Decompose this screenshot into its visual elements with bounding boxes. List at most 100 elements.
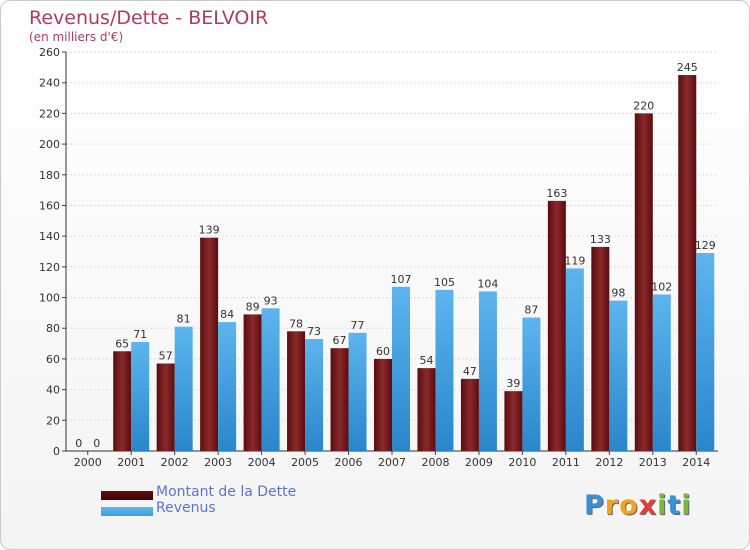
data-label-dette: 67: [333, 334, 347, 347]
legend-swatch-dette: [101, 491, 153, 500]
y-tick-label: 180: [39, 169, 60, 182]
data-label-revenus: 71: [133, 328, 147, 341]
legend-label-revenus: Revenus: [156, 500, 216, 516]
y-tick-label: 60: [46, 353, 60, 366]
bar-revenus: [131, 342, 149, 451]
x-tick-label: 2006: [335, 456, 363, 469]
y-tick-label: 120: [39, 261, 60, 274]
x-tick-label: 2002: [161, 456, 189, 469]
bar-dette: [287, 331, 305, 451]
x-tick-label: 2003: [204, 456, 232, 469]
data-label-dette: 65: [115, 337, 129, 350]
data-label-revenus: 98: [611, 287, 625, 300]
logo-letter: x: [639, 490, 657, 521]
x-tick-label: 2004: [248, 456, 276, 469]
y-tick-label: 160: [39, 199, 60, 212]
x-tick-label: 2009: [465, 456, 493, 469]
x-tick-label: 2000: [74, 456, 102, 469]
data-label-dette: 89: [246, 300, 260, 313]
data-label-dette: 78: [289, 317, 303, 330]
data-label-revenus: 81: [177, 313, 191, 326]
bar-revenus: [566, 268, 584, 451]
y-tick-label: 220: [39, 107, 60, 120]
data-label-revenus: 119: [564, 254, 585, 267]
bar-revenus: [175, 327, 193, 451]
legend-swatch-revenus: [101, 507, 153, 516]
bar-revenus: [305, 339, 323, 451]
data-label-dette: 39: [506, 377, 520, 390]
x-tick-label: 2001: [117, 456, 145, 469]
y-tick-label: 240: [39, 77, 60, 90]
y-tick-label: 0: [53, 445, 60, 458]
bar-dette: [417, 368, 435, 451]
bar-revenus: [262, 308, 280, 451]
bar-revenus: [609, 301, 627, 451]
data-label-dette: 0: [75, 437, 82, 450]
data-label-revenus: 84: [220, 308, 234, 321]
bar-revenus: [479, 291, 497, 451]
y-tick-label: 140: [39, 230, 60, 243]
y-tick-label: 100: [39, 292, 60, 305]
data-label-revenus: 129: [695, 239, 716, 252]
data-label-revenus: 93: [264, 294, 278, 307]
bar-dette: [113, 351, 131, 451]
y-tick-label: 80: [46, 322, 60, 335]
logo-letter: P: [584, 490, 605, 521]
bar-dette: [374, 359, 392, 451]
data-label-revenus: 0: [93, 437, 100, 450]
logo-letter: i: [657, 490, 667, 521]
data-label-dette: 57: [159, 350, 173, 363]
bar-dette: [548, 201, 566, 451]
x-tick-label: 2014: [682, 456, 710, 469]
legend-label-dette: Montant de la Dette: [156, 484, 296, 500]
data-label-revenus: 107: [391, 273, 412, 286]
data-label-dette: 60: [376, 345, 390, 358]
data-label-dette: 54: [419, 354, 433, 367]
bar-dette: [200, 238, 218, 451]
bar-revenus: [349, 333, 367, 451]
data-label-revenus: 77: [351, 319, 365, 332]
bar-dette: [591, 247, 609, 451]
bar-dette: [635, 113, 653, 451]
bar-dette: [157, 364, 175, 451]
bar-revenus: [696, 253, 714, 451]
data-label-revenus: 105: [434, 276, 455, 289]
data-label-dette: 133: [590, 233, 611, 246]
x-tick-label: 2008: [421, 456, 449, 469]
data-label-revenus: 104: [477, 277, 498, 290]
y-tick-label: 40: [46, 384, 60, 397]
data-label-revenus: 102: [651, 280, 672, 293]
data-label-revenus: 73: [307, 325, 321, 338]
data-label-dette: 139: [199, 224, 220, 237]
data-label-revenus: 87: [524, 303, 538, 316]
data-label-dette: 163: [546, 187, 567, 200]
bar-dette: [504, 391, 522, 451]
logo-letter: r: [605, 490, 619, 521]
data-label-dette: 47: [463, 365, 477, 378]
x-tick-label: 2012: [595, 456, 623, 469]
data-label-dette: 220: [633, 99, 654, 112]
x-tick-label: 2011: [552, 456, 580, 469]
bar-revenus: [218, 322, 236, 451]
x-tick-label: 2010: [508, 456, 536, 469]
logo-letter: t: [667, 490, 681, 521]
bar-dette: [461, 379, 479, 451]
data-label-dette: 245: [677, 61, 698, 74]
y-tick-label: 260: [39, 46, 60, 59]
y-tick-label: 200: [39, 138, 60, 151]
proxiti-logo: Proxiti: [584, 490, 692, 521]
logo-letter: i: [681, 490, 691, 521]
bar-dette: [331, 348, 349, 451]
bar-revenus: [435, 290, 453, 451]
x-tick-label: 2005: [291, 456, 319, 469]
bar-dette: [244, 314, 262, 451]
bar-revenus: [653, 294, 671, 451]
x-tick-label: 2007: [378, 456, 406, 469]
y-tick-label: 20: [46, 414, 60, 427]
bar-dette: [678, 75, 696, 451]
logo-letter: o: [619, 490, 639, 521]
bar-revenus: [522, 317, 540, 451]
x-tick-label: 2013: [639, 456, 667, 469]
